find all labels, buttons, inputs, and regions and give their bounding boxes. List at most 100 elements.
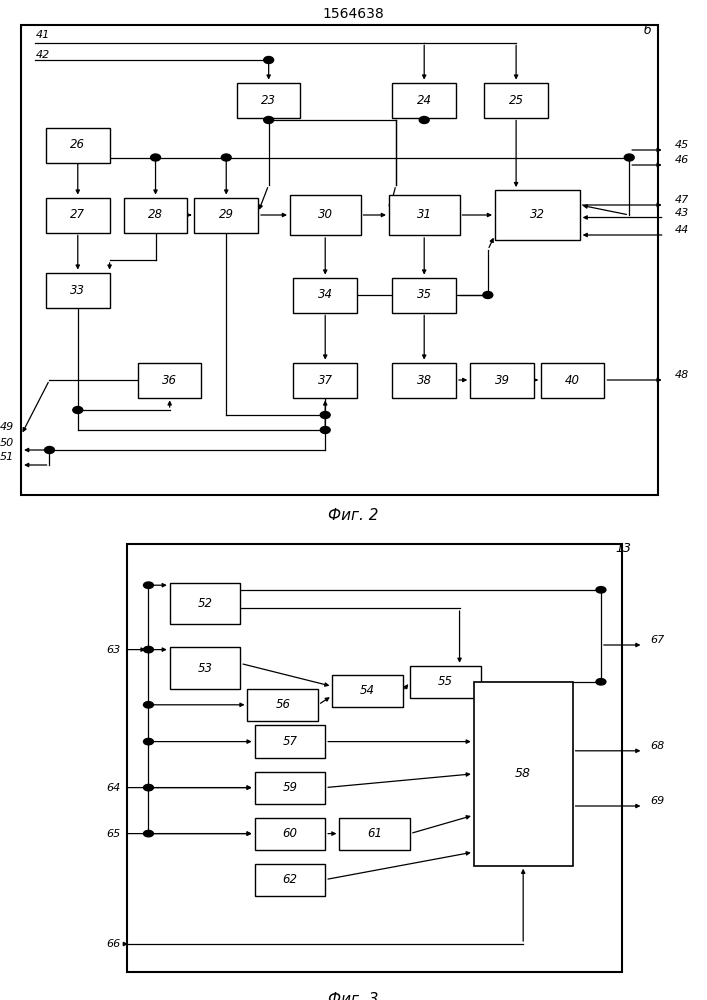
- Text: 33: 33: [70, 284, 86, 296]
- Circle shape: [144, 830, 153, 837]
- Text: 58: 58: [515, 767, 531, 780]
- Text: 46: 46: [675, 155, 689, 165]
- Text: 1564638: 1564638: [322, 7, 385, 21]
- Bar: [484, 83, 548, 117]
- Text: 50: 50: [0, 438, 14, 448]
- Text: 60: 60: [282, 827, 298, 840]
- Bar: [474, 682, 573, 866]
- Bar: [410, 666, 481, 698]
- Text: 43: 43: [675, 208, 689, 218]
- Circle shape: [144, 582, 153, 588]
- Text: 62: 62: [282, 873, 298, 886]
- Text: 49: 49: [0, 422, 14, 432]
- Circle shape: [151, 154, 160, 161]
- Bar: [170, 647, 240, 689]
- Text: 26: 26: [70, 138, 86, 151]
- Text: 69: 69: [650, 796, 665, 806]
- Bar: [124, 198, 187, 232]
- Circle shape: [596, 587, 606, 593]
- Text: 56: 56: [275, 698, 291, 711]
- Bar: [392, 277, 456, 312]
- Bar: [495, 190, 580, 240]
- Text: 25: 25: [508, 94, 524, 106]
- Circle shape: [221, 154, 231, 161]
- Text: Фиг. 2: Фиг. 2: [328, 508, 379, 522]
- Text: 61: 61: [367, 827, 382, 840]
- Circle shape: [144, 646, 153, 653]
- Bar: [392, 362, 456, 397]
- Bar: [46, 272, 110, 308]
- Text: 42: 42: [35, 50, 49, 60]
- Bar: [255, 725, 325, 758]
- Bar: [255, 818, 325, 850]
- Text: 68: 68: [650, 741, 665, 751]
- Circle shape: [264, 116, 274, 123]
- Circle shape: [320, 412, 330, 418]
- Text: 24: 24: [416, 94, 432, 106]
- Bar: [255, 863, 325, 896]
- Bar: [389, 195, 460, 235]
- Text: 65: 65: [106, 829, 120, 839]
- Text: 64: 64: [106, 783, 120, 793]
- Text: 36: 36: [162, 373, 177, 386]
- Circle shape: [264, 56, 274, 64]
- Bar: [290, 195, 361, 235]
- Circle shape: [596, 679, 606, 685]
- Text: 63: 63: [106, 645, 120, 655]
- Text: 55: 55: [438, 675, 453, 688]
- Bar: [392, 83, 456, 117]
- Text: б: б: [643, 23, 651, 36]
- Bar: [138, 362, 201, 397]
- Text: 44: 44: [675, 225, 689, 235]
- Bar: [255, 772, 325, 804]
- Bar: [247, 689, 318, 721]
- Text: 34: 34: [317, 288, 333, 302]
- Bar: [46, 127, 110, 162]
- Circle shape: [419, 116, 429, 123]
- Text: 23: 23: [261, 94, 276, 106]
- Text: 13: 13: [615, 542, 631, 555]
- Bar: [194, 198, 258, 232]
- Bar: [332, 675, 403, 707]
- Text: 52: 52: [197, 597, 213, 610]
- Circle shape: [320, 426, 330, 434]
- Bar: [293, 362, 357, 397]
- Text: 29: 29: [218, 209, 234, 222]
- Text: 39: 39: [494, 373, 510, 386]
- Bar: [339, 818, 410, 850]
- Bar: [237, 83, 300, 117]
- Text: 67: 67: [650, 635, 665, 645]
- Text: 41: 41: [35, 30, 49, 40]
- Circle shape: [144, 738, 153, 745]
- Text: 47: 47: [675, 195, 689, 205]
- Text: 53: 53: [197, 662, 213, 674]
- Bar: [293, 277, 357, 312]
- Bar: [46, 198, 110, 232]
- Circle shape: [73, 406, 83, 414]
- Text: 59: 59: [282, 781, 298, 794]
- Text: 54: 54: [360, 684, 375, 698]
- Text: 27: 27: [70, 209, 86, 222]
- Text: 32: 32: [530, 209, 545, 222]
- Text: 35: 35: [416, 288, 432, 302]
- Circle shape: [144, 702, 153, 708]
- Bar: [127, 544, 622, 972]
- Text: 40: 40: [565, 373, 580, 386]
- Text: 66: 66: [106, 939, 120, 949]
- Circle shape: [45, 446, 54, 454]
- Circle shape: [144, 784, 153, 791]
- Text: 57: 57: [282, 735, 298, 748]
- Circle shape: [483, 292, 493, 298]
- Bar: [170, 583, 240, 624]
- Text: Фиг. 3: Фиг. 3: [328, 992, 379, 1000]
- Text: 28: 28: [148, 209, 163, 222]
- Text: 51: 51: [0, 452, 14, 462]
- Circle shape: [624, 154, 634, 161]
- Bar: [470, 362, 534, 397]
- Text: 37: 37: [317, 373, 333, 386]
- Bar: [541, 362, 604, 397]
- Text: 30: 30: [317, 209, 333, 222]
- Text: 45: 45: [675, 140, 689, 150]
- Text: 38: 38: [416, 373, 432, 386]
- Text: 31: 31: [416, 209, 432, 222]
